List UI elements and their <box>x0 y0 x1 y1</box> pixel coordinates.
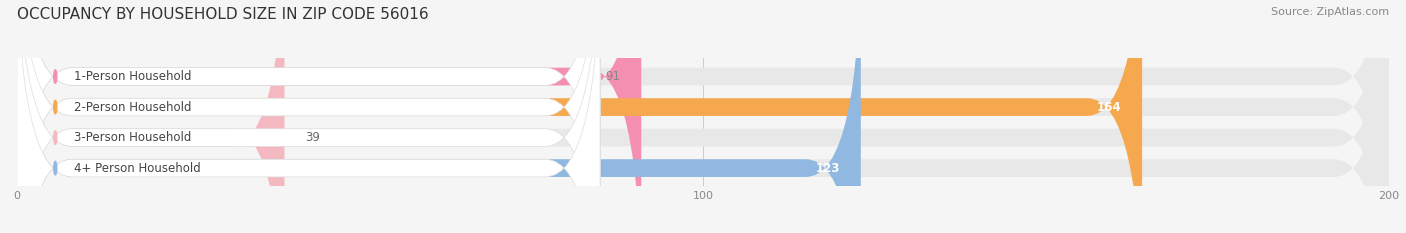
FancyBboxPatch shape <box>17 0 860 233</box>
FancyBboxPatch shape <box>17 0 641 233</box>
FancyBboxPatch shape <box>17 0 600 233</box>
Circle shape <box>53 161 56 175</box>
Text: 4+ Person Household: 4+ Person Household <box>75 162 201 175</box>
Text: 3-Person Household: 3-Person Household <box>75 131 191 144</box>
FancyBboxPatch shape <box>17 0 1142 233</box>
Circle shape <box>53 70 56 83</box>
FancyBboxPatch shape <box>17 0 1389 233</box>
FancyBboxPatch shape <box>17 0 600 233</box>
Text: OCCUPANCY BY HOUSEHOLD SIZE IN ZIP CODE 56016: OCCUPANCY BY HOUSEHOLD SIZE IN ZIP CODE … <box>17 7 429 22</box>
Text: 164: 164 <box>1097 101 1122 113</box>
FancyBboxPatch shape <box>17 0 600 233</box>
Text: Source: ZipAtlas.com: Source: ZipAtlas.com <box>1271 7 1389 17</box>
FancyBboxPatch shape <box>17 0 1389 233</box>
Circle shape <box>53 100 56 114</box>
Circle shape <box>53 131 56 144</box>
Text: 123: 123 <box>815 162 841 175</box>
Text: 91: 91 <box>606 70 620 83</box>
FancyBboxPatch shape <box>17 0 600 233</box>
FancyBboxPatch shape <box>17 0 1389 233</box>
Text: 2-Person Household: 2-Person Household <box>75 101 191 113</box>
Text: 1-Person Household: 1-Person Household <box>75 70 191 83</box>
FancyBboxPatch shape <box>17 0 284 233</box>
FancyBboxPatch shape <box>17 0 1389 233</box>
Text: 39: 39 <box>305 131 321 144</box>
